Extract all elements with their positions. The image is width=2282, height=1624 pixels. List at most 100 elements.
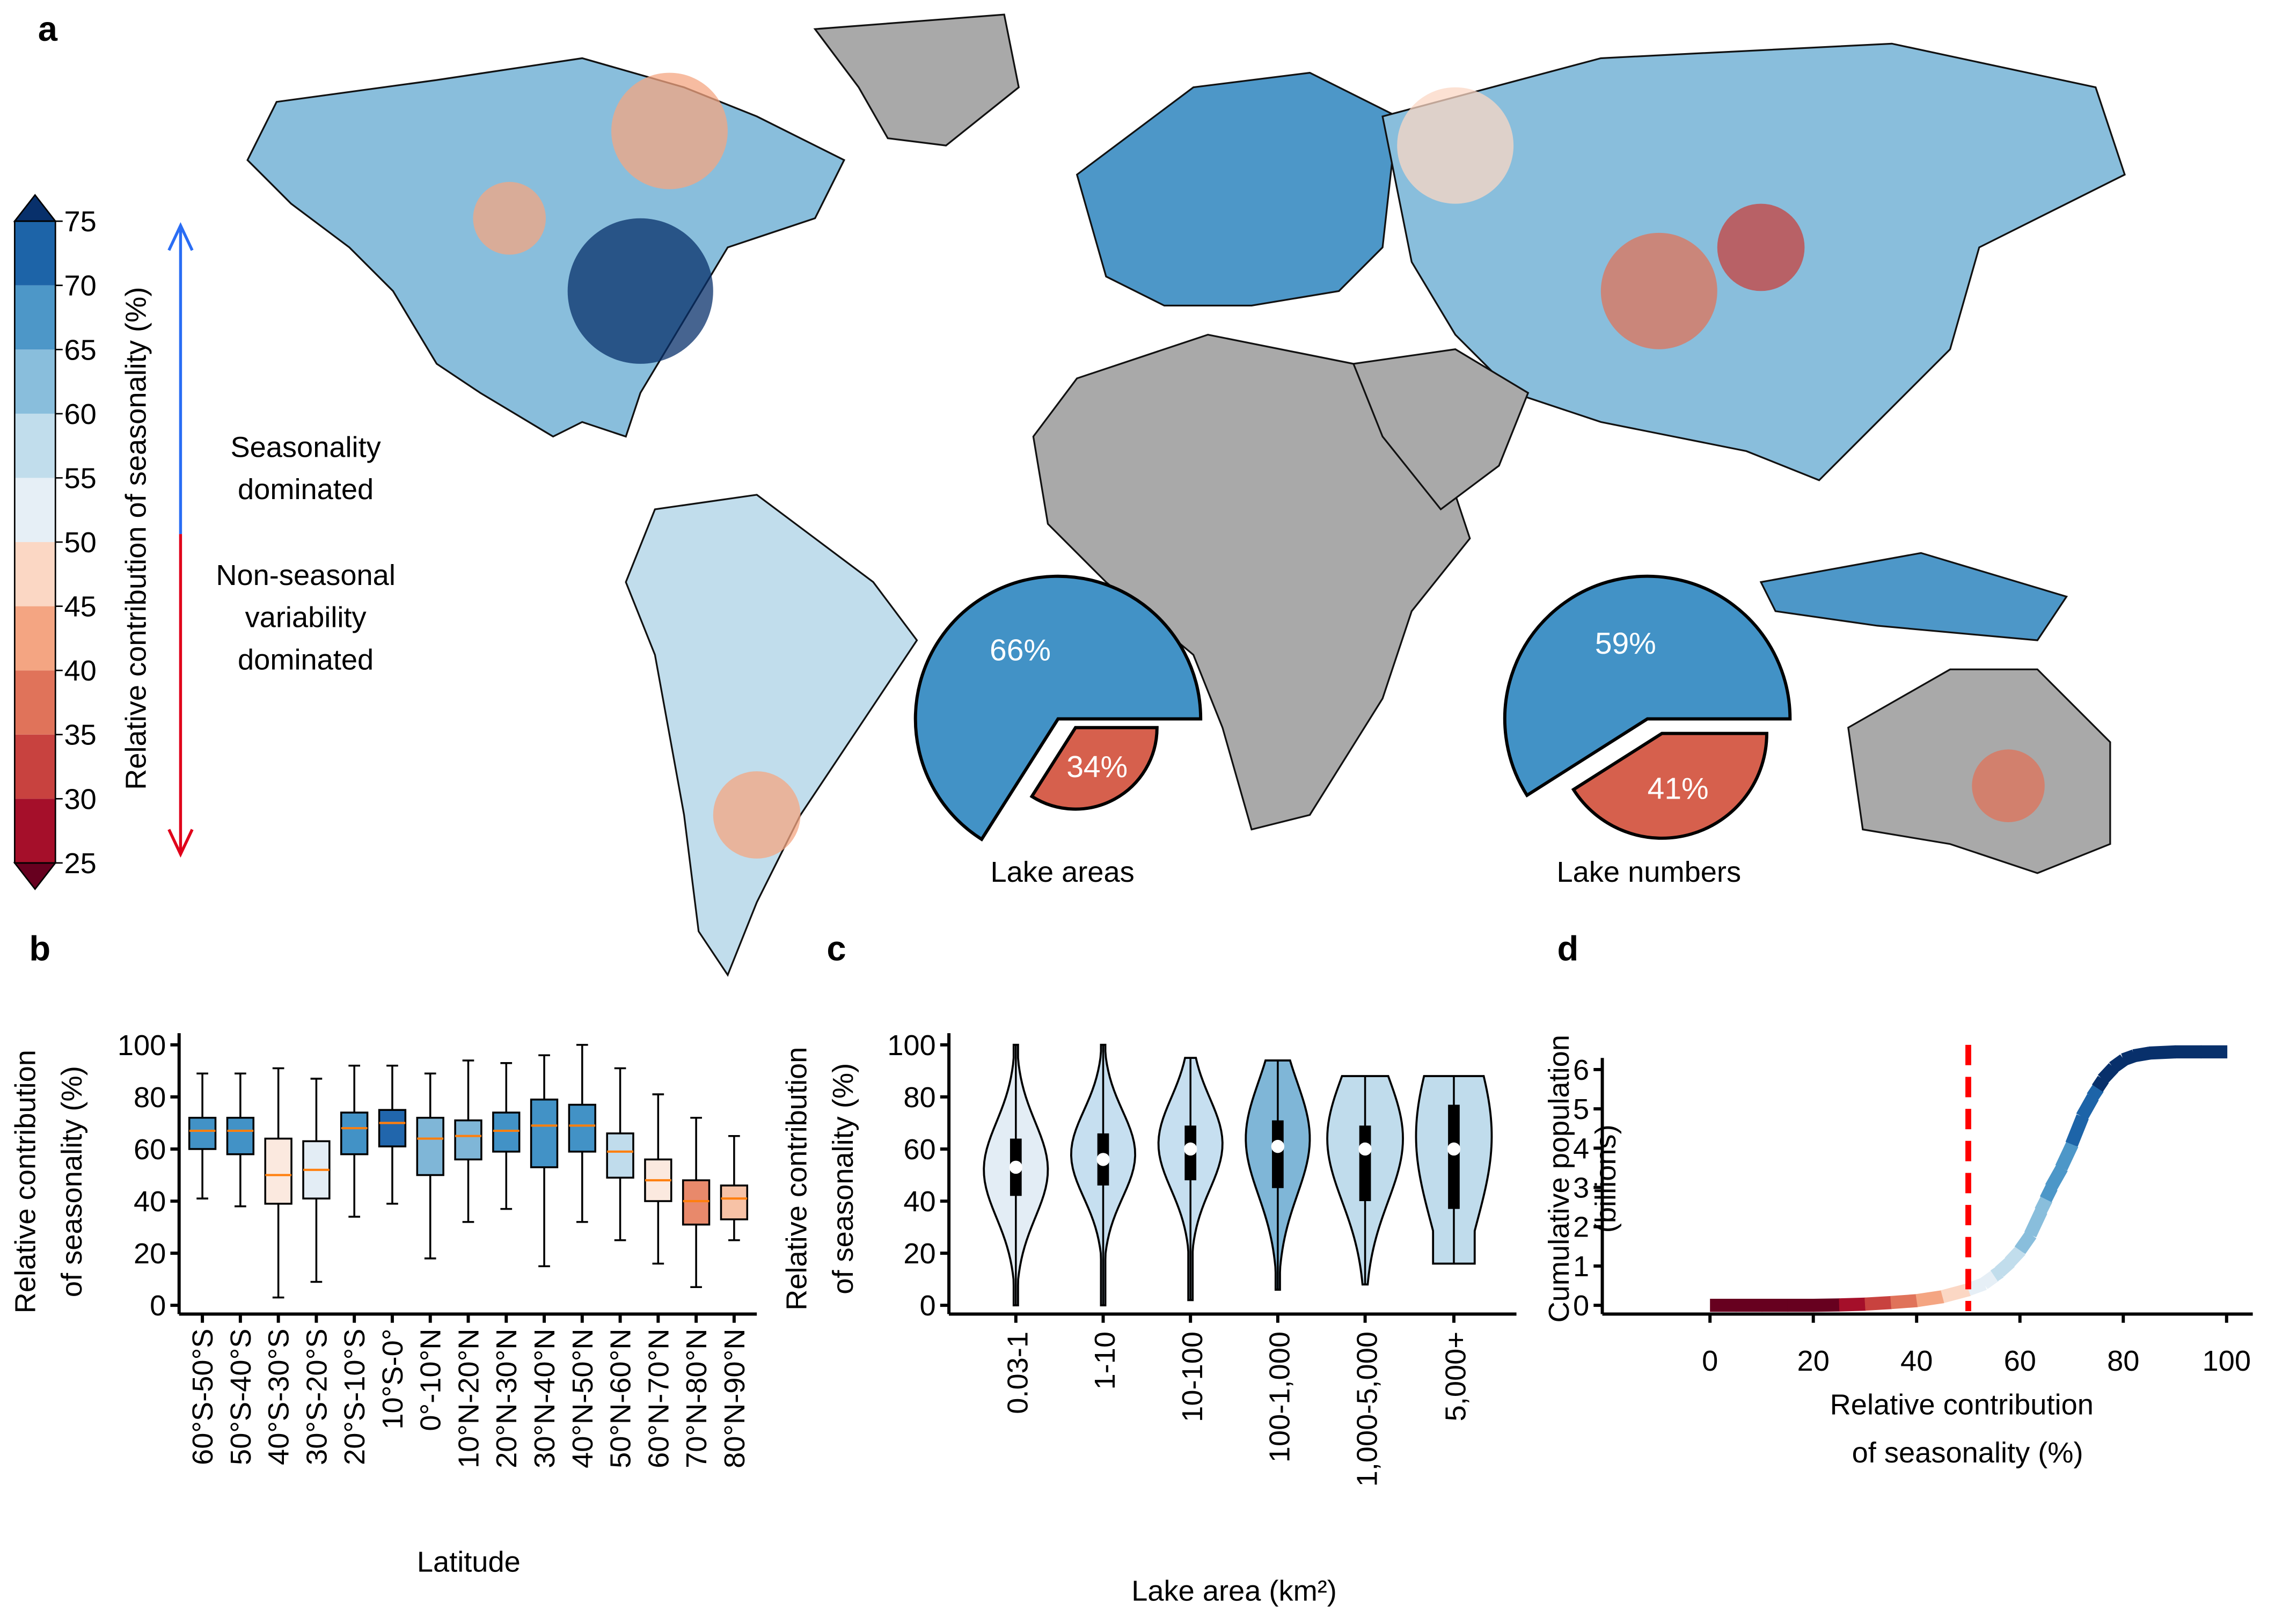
- curve-segment: [2065, 1114, 2089, 1147]
- violin-median-dot: [1358, 1142, 1372, 1156]
- colorbar-bin: [14, 349, 56, 414]
- d-ylabel-2: (billions): [1590, 1124, 1622, 1233]
- d-ylabel-1: Cumulative population: [1543, 1035, 1575, 1322]
- map-patch: [611, 72, 728, 189]
- annotation-seasonality-1: Seasonality: [230, 431, 381, 463]
- curve-segment: [1839, 1297, 1866, 1312]
- colorbar-bin: [14, 221, 56, 286]
- continent-europe: [1076, 71, 1398, 307]
- y-tick-label: 100: [118, 1029, 166, 1062]
- c-ylabel-1: Relative contribution: [780, 1047, 813, 1311]
- colorbar-tick-label: 35: [64, 719, 97, 751]
- colorbar-bin: [14, 734, 56, 799]
- map-patch: [1972, 749, 2045, 822]
- x-tick-label: 60°S-50°S: [187, 1329, 219, 1465]
- b-xlabel: Latitude: [417, 1546, 521, 1578]
- curve-segment: [2005, 1246, 2025, 1267]
- y-tick-label: 3: [1573, 1172, 1589, 1204]
- c-xlabel: Lake area (km²): [1131, 1575, 1337, 1607]
- curve-segment: [2039, 1184, 2058, 1202]
- colorbar-tick-label: 25: [64, 847, 97, 880]
- curve-segment: [1995, 1257, 2015, 1277]
- colorbar-tick-label: 75: [64, 206, 97, 238]
- x-tick-label: 20°S-10°S: [339, 1329, 371, 1465]
- y-tick-label: 80: [903, 1081, 935, 1114]
- colorbar-bin: [14, 478, 56, 543]
- colorbar: 75 70 65 60 55 50 45 40 35 30 25: [13, 194, 97, 890]
- dominance-arrows: [167, 222, 194, 858]
- curve-segment: [1890, 1294, 1918, 1310]
- c-ylabel-2: of seasonality (%): [827, 1063, 859, 1294]
- curve-segment: [2132, 1047, 2151, 1063]
- y-tick-label: 6: [1573, 1054, 1589, 1086]
- x-tick-label: 0: [1702, 1345, 1718, 1377]
- map-patch: [713, 771, 801, 859]
- x-tick-label: 1-10: [1089, 1332, 1121, 1390]
- curve-segment: [2109, 1054, 2128, 1073]
- colorbar-bin: [14, 285, 56, 350]
- map-patch: [1600, 232, 1717, 349]
- curve-segment: [2121, 1049, 2137, 1066]
- continent-north-america: [246, 57, 846, 438]
- violin-iqr-bar: [1448, 1104, 1460, 1209]
- x-tick-label: 0.03-1: [1002, 1332, 1034, 1414]
- b-ylabel-1: Relative contribution: [9, 1050, 41, 1313]
- y-tick-label: 20: [134, 1238, 166, 1270]
- violin-median-dot: [1271, 1139, 1285, 1153]
- y-tick-label: 20: [903, 1238, 935, 1270]
- violin-lake-area: 0 20 40 60 80 100 0.03-1 1-10 10-100 100-1,000 1,0…: [887, 1029, 1517, 1487]
- d-xlabel-1: Relative contribution: [1830, 1389, 2094, 1421]
- arrow-down-head: [167, 829, 194, 858]
- panel-label-a: a: [38, 9, 58, 48]
- x-tick-label: 70°N-80°N: [681, 1329, 713, 1468]
- violin-iqr-bar: [1359, 1125, 1371, 1202]
- pie-slice-label: 41%: [1648, 772, 1709, 806]
- pie-title-lake-areas: Lake areas: [990, 856, 1134, 888]
- colorbar-bin: [14, 542, 56, 606]
- curve-segment: [2024, 1208, 2047, 1238]
- pie-title-lake-numbers: Lake numbers: [1557, 856, 1742, 888]
- y-tick-label: 0: [150, 1290, 166, 1322]
- y-tick-label: 60: [134, 1133, 166, 1166]
- y-tick-label: 4: [1573, 1132, 1589, 1165]
- pie-slice-label: 59%: [1595, 626, 1656, 661]
- y-tick-label: 100: [887, 1029, 935, 1062]
- violin-iqr-bar: [1272, 1120, 1284, 1188]
- x-tick-label: 10°S-0°: [377, 1329, 409, 1430]
- x-tick-label: 80: [2107, 1345, 2139, 1377]
- colorbar-over-triangle: [13, 194, 57, 222]
- x-tick-label: 40°S-30°S: [263, 1329, 295, 1465]
- continent-south-america: [625, 494, 918, 977]
- box: [340, 1111, 369, 1155]
- x-tick-label: 80°N-90°N: [719, 1329, 751, 1468]
- colorbar-bin: [14, 670, 56, 735]
- y-tick-label: 80: [134, 1081, 166, 1114]
- x-tick-label: 10°N-20°N: [452, 1329, 485, 1468]
- pie-slice-label: 66%: [990, 633, 1051, 667]
- box: [530, 1098, 559, 1168]
- y-tick-label: 1: [1573, 1250, 1589, 1283]
- curve-segment: [2035, 1196, 2053, 1214]
- x-tick-label: 10-100: [1176, 1332, 1209, 1422]
- y-tick-label: 40: [903, 1186, 935, 1218]
- arrow-up-head: [167, 222, 194, 251]
- curve-segment: [1915, 1290, 1944, 1307]
- panel-label-c: c: [827, 929, 846, 968]
- x-tick-label: 20°N-30°N: [491, 1329, 523, 1468]
- curve-segment: [1980, 1270, 1999, 1289]
- box: [264, 1137, 292, 1205]
- box: [720, 1184, 749, 1220]
- box: [606, 1132, 634, 1179]
- b-ylabel-2: of seasonality (%): [56, 1066, 88, 1297]
- curve-segment: [1990, 1266, 2004, 1282]
- curve-segment: [2097, 1063, 2119, 1084]
- y-tick-label: 2: [1573, 1211, 1589, 1243]
- x-tick-label: 40: [1900, 1345, 1933, 1377]
- curve-segment: [1941, 1283, 1971, 1303]
- world-map: [246, 13, 2126, 977]
- colorbar-bin: [14, 799, 56, 863]
- box: [226, 1116, 255, 1155]
- curve-segment: [2091, 1076, 2109, 1092]
